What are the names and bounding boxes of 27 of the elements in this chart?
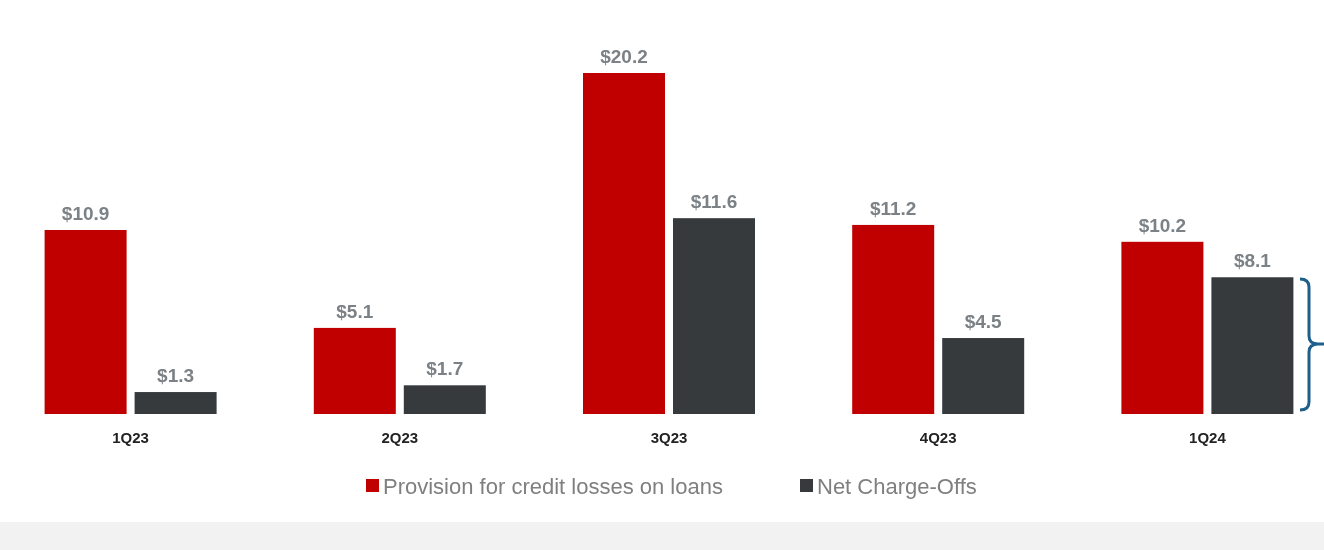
- data-label: $11.2: [869, 197, 917, 219]
- legend-label: Provision for credit losses on loans: [383, 474, 723, 499]
- legend-label: Net Charge-Offs: [817, 474, 977, 499]
- bar: [942, 338, 1025, 414]
- data-label: $5.1: [336, 300, 374, 322]
- data-label: $1.3: [157, 365, 195, 387]
- data-label: $1.7: [426, 358, 464, 380]
- x-tick-label: 3Q23: [650, 429, 688, 446]
- x-tick-label: 1Q23: [112, 429, 149, 446]
- data-label: $20.2: [600, 46, 648, 67]
- x-tick-label: 4Q23: [919, 429, 957, 446]
- data-label: $8.1: [1233, 250, 1272, 272]
- bar: [673, 218, 755, 414]
- bar: [44, 230, 127, 414]
- data-label: $4.5: [964, 311, 1003, 333]
- x-tick-label: 2Q23: [381, 429, 419, 446]
- bar: [134, 392, 217, 414]
- bar: [583, 73, 665, 414]
- x-tick-label: 1Q24: [1189, 429, 1227, 446]
- data-label: $11.6: [690, 191, 738, 213]
- bar: [1121, 241, 1204, 414]
- data-label: $10.2: [1138, 214, 1187, 236]
- data-label: $10.9: [61, 203, 110, 224]
- bar: [403, 385, 486, 414]
- bar: [313, 327, 396, 414]
- bar: [852, 224, 935, 414]
- bar: [1211, 277, 1294, 414]
